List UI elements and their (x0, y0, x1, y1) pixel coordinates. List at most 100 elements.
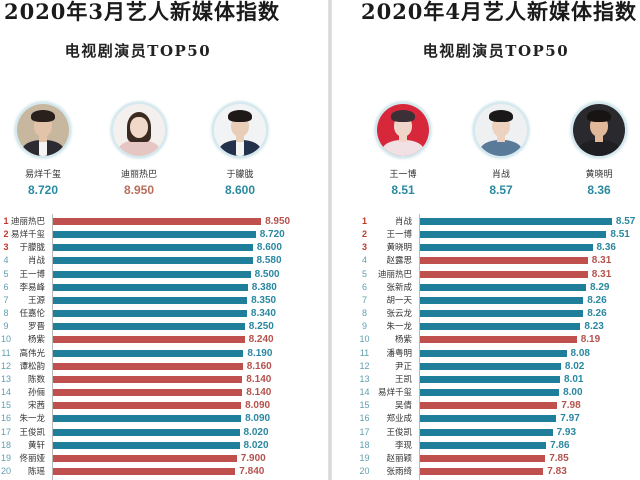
top3-name: 黄晓明 (585, 169, 613, 179)
score-value: 8.36 (596, 242, 616, 254)
score-bar (420, 428, 553, 436)
artist-name: 罗晋 (27, 321, 45, 332)
april-panel: 2020年4月艺人新媒体指数 电视剧演员TOP50 王一博 8.51 肖战 8.… (332, 0, 640, 480)
rank-number: 4 (3, 255, 9, 266)
rank-number: 17 (0, 426, 11, 437)
rank-number: 12 (0, 360, 11, 371)
ranking-row: 10 杨紫 8.240 (0, 333, 328, 346)
score-value: 7.83 (547, 465, 567, 477)
chart-axis-line (52, 214, 53, 480)
rank-number: 17 (359, 426, 370, 437)
ranking-row: 6 张新成 8.29 (332, 281, 640, 294)
rank-number: 18 (359, 439, 370, 450)
score-bar (420, 336, 577, 344)
score-value: 8.23 (584, 321, 604, 333)
score-value: 8.950 (265, 216, 291, 227)
rank-number: 7 (361, 294, 367, 305)
artist-name: 易烊千玺 (10, 229, 45, 240)
ranking-row: 4 肖战 8.580 (0, 254, 328, 267)
score-bar (420, 415, 557, 423)
ranking-row: 8 任嘉伦 8.340 (0, 307, 328, 320)
rank-number: 16 (359, 413, 370, 424)
artist-name: 杨紫 (27, 334, 45, 345)
rank-number: 7 (3, 294, 9, 305)
rank-number: 2 (3, 229, 9, 240)
artist-name: 王凯 (394, 373, 412, 384)
rank-number: 9 (361, 321, 367, 332)
top3-name: 于朦胧 (226, 169, 254, 179)
score-bar (420, 283, 586, 291)
rank-number: 14 (0, 387, 11, 398)
score-bar (53, 323, 245, 331)
score-value: 8.580 (256, 255, 282, 267)
ranking-row: 1 肖战 8.57 (332, 215, 640, 228)
score-bar (420, 454, 546, 462)
rank-number: 16 (0, 413, 11, 424)
avatar (473, 102, 529, 158)
score-value: 8.250 (248, 321, 274, 333)
score-value: 8.240 (248, 334, 274, 346)
ranking-row: 13 王凯 8.01 (332, 373, 640, 386)
rank-number: 5 (361, 268, 367, 279)
panel-divider (328, 0, 332, 480)
rank-number: 14 (359, 387, 370, 398)
ranking-row: 19 佟丽娅 7.900 (0, 452, 328, 465)
artist-name: 任嘉伦 (19, 308, 45, 319)
score-value: 7.900 (240, 452, 266, 464)
ranking-row: 17 王俊凯 8.020 (0, 426, 328, 439)
ranking-row: 2 易烊千玺 8.720 (0, 228, 328, 241)
score-bar (420, 257, 588, 265)
ranking-row: 13 陈数 8.140 (0, 373, 328, 386)
ranking-row: 5 迪丽热巴 8.31 (332, 268, 640, 281)
artist-name: 黄晓明 (386, 242, 412, 253)
artist-name: 肖战 (394, 216, 412, 226)
ranking-row: 3 黄晓明 8.36 (332, 241, 640, 254)
rank-number: 20 (0, 465, 11, 476)
ranking-row: 14 易烊千玺 8.00 (332, 386, 640, 399)
score-value: 8.500 (254, 268, 280, 280)
panel-subtitle: 电视剧演员TOP50 (422, 42, 570, 60)
ranking-chart: 1 迪丽热巴 8.950 2 易烊千玺 8.720 3 于朦胧 8.600 4 肖战 8.580 5 王一… (0, 215, 328, 478)
rank-number: 18 (0, 439, 11, 450)
score-value: 7.85 (549, 452, 569, 464)
top3-card: 肖战 8.57 (456, 100, 546, 200)
panel-title: 2020年3月艺人新媒体指数 (3, 0, 281, 24)
top3-score: 8.950 (123, 183, 155, 197)
portrait-photo-icon (573, 104, 625, 156)
score-bar (420, 467, 544, 475)
rank-number: 12 (359, 360, 370, 371)
rank-number: 3 (361, 242, 367, 253)
score-value: 8.600 (256, 242, 282, 254)
score-value: 8.26 (587, 308, 607, 320)
score-bar (420, 441, 547, 449)
rank-number: 19 (359, 452, 370, 463)
score-value: 7.840 (239, 465, 265, 477)
avatar (212, 102, 268, 158)
score-value: 8.140 (246, 373, 272, 385)
score-value: 7.86 (550, 439, 570, 451)
ranking-row: 6 李易峰 8.380 (0, 281, 328, 294)
ranking-row: 4 赵露思 8.31 (332, 254, 640, 267)
artist-name: 陈瑶 (27, 465, 45, 476)
ranking-row: 7 胡一天 8.26 (332, 294, 640, 307)
ranking-row: 18 李现 7.86 (332, 439, 640, 452)
top3-name: 易烊千玺 (24, 169, 61, 179)
portrait-photo-icon (214, 104, 266, 156)
score-value: 8.720 (259, 229, 285, 241)
artist-name: 尹正 (394, 360, 412, 371)
score-bar (420, 362, 561, 370)
ranking-row: 14 孙俪 8.140 (0, 386, 328, 399)
ranking-row: 20 张雨绮 7.83 (332, 465, 640, 478)
rank-number: 15 (0, 400, 11, 411)
ranking-row: 10 杨紫 8.19 (332, 333, 640, 346)
ranking-row: 20 陈瑶 7.840 (0, 465, 328, 478)
rank-number: 13 (359, 373, 370, 384)
score-value: 8.020 (243, 439, 269, 451)
score-value: 8.190 (247, 347, 273, 359)
artist-name: 易烊千玺 (377, 387, 412, 398)
score-bar (53, 415, 242, 423)
ranking-row: 12 尹正 8.02 (332, 360, 640, 373)
rank-number: 1 (361, 216, 367, 226)
ranking-row: 3 于朦胧 8.600 (0, 241, 328, 254)
top3-score: 8.600 (224, 183, 256, 197)
